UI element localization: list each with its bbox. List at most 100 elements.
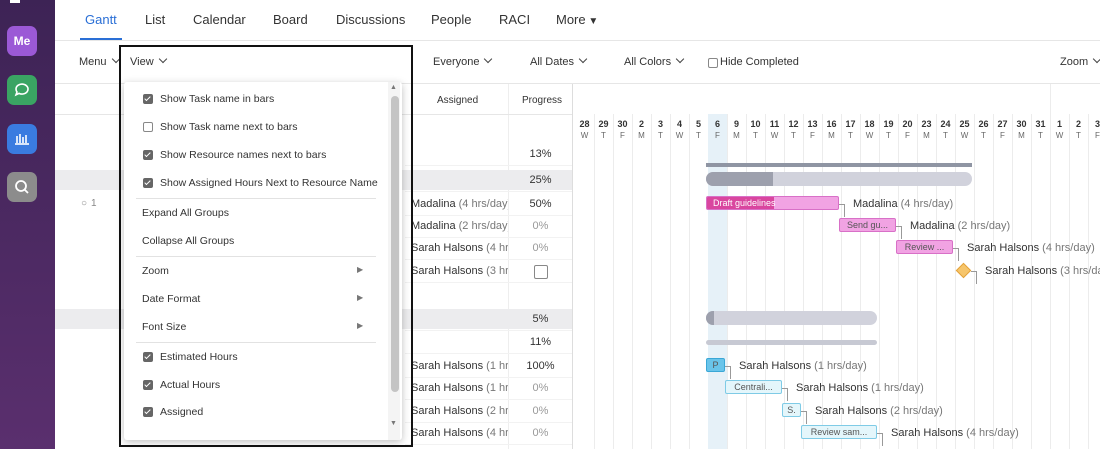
tab[interactable]: RACI	[499, 12, 531, 27]
toolbar-hide-completed[interactable]: Hide Completed	[720, 56, 799, 68]
menu-item[interactable]: Date Format	[142, 293, 201, 305]
date-label: 23	[921, 119, 932, 129]
gantt-bar[interactable]: Review sam...	[801, 425, 877, 439]
connector	[782, 388, 788, 401]
dropdown-highlight	[119, 45, 413, 447]
tab[interactable]: More ▼	[556, 12, 599, 27]
resource-name: Sarah Halsons	[411, 242, 484, 254]
menu-item[interactable]: Show Assigned Hours Next to Resource Nam…	[160, 177, 378, 189]
gantt-bar[interactable]	[706, 172, 972, 186]
gantt-bar-label: Review ...	[904, 242, 945, 252]
gantt-bar[interactable]: Send gu...	[839, 218, 896, 232]
gantt-bar-progress	[706, 172, 773, 186]
column-header: Assigned	[437, 95, 479, 106]
menu-item[interactable]: Actual Hours	[160, 379, 221, 391]
tab[interactable]: Gantt	[85, 12, 117, 27]
resource-hours: (1 hrs/day)	[486, 360, 508, 372]
weekday-label: F	[905, 131, 910, 140]
menu-item[interactable]: Assigned	[160, 406, 204, 418]
progress-cell: 13%	[529, 148, 552, 160]
resource-hours: (2 hrs/day)	[957, 220, 1011, 232]
menu-item[interactable]: Show Task name in bars	[160, 93, 275, 105]
weekday-label: M	[638, 131, 645, 140]
row-divider	[405, 353, 572, 354]
menu-checkbox[interactable]	[143, 122, 153, 132]
weekday-label: T	[981, 131, 986, 140]
resource-name: Madalina	[411, 220, 456, 232]
column-line	[765, 114, 766, 449]
row-divider	[405, 330, 572, 331]
search-icon[interactable]	[7, 172, 37, 202]
divider	[55, 83, 1100, 84]
gantt-bar[interactable]: Review ...	[896, 240, 953, 254]
assigned-cell: Sarah Halsons(1 hrs/day)	[411, 382, 508, 394]
menu-checkbox[interactable]	[143, 94, 153, 104]
menu-item[interactable]: Zoom	[142, 265, 169, 277]
scrollbar-thumb	[391, 96, 399, 392]
dropdown-arrow: ▼	[585, 16, 599, 27]
gantt-bar-progress	[706, 311, 714, 325]
column-line	[993, 114, 994, 449]
date-label: 19	[883, 119, 894, 129]
menu-checkbox[interactable]	[143, 380, 153, 390]
hide-completed-checkbox[interactable]	[708, 58, 718, 68]
reports-icon[interactable]	[7, 124, 37, 154]
progress-cell: 5%	[532, 313, 549, 325]
gantt-resource-label: Madalina (4 hrs/day)	[853, 198, 953, 210]
submenu-arrow: ▶	[357, 265, 364, 274]
menu-item[interactable]: Collapse All Groups	[142, 235, 235, 247]
menu-checkbox[interactable]	[143, 352, 153, 362]
menu-checkbox[interactable]	[143, 407, 153, 417]
tab[interactable]: List	[145, 12, 166, 27]
gantt-bar[interactable]: Centrali...	[725, 380, 782, 394]
date-label: 3	[1094, 119, 1100, 129]
date-label: 13	[807, 119, 818, 129]
menu-checkbox[interactable]	[143, 178, 153, 188]
weekday-label: W	[675, 131, 684, 140]
gantt-resource-label: Sarah Halsons (1 hrs/day)	[739, 360, 867, 372]
completed-checkbox[interactable]	[534, 265, 548, 279]
progress-cell: 0%	[532, 242, 549, 254]
menu-item[interactable]: Estimated Hours	[160, 351, 238, 363]
tab[interactable]: Calendar	[193, 12, 246, 27]
gantt-bar[interactable]: Draft guidelines	[706, 196, 839, 210]
toolbar-dates[interactable]: All Dates	[530, 54, 588, 68]
resource-hours: (1 hrs/day)	[486, 382, 508, 394]
resource-hours: (1 hrs/day)	[871, 382, 924, 394]
view-menu: ▲ ▼ Show Task name in bars Show Task name n…	[124, 82, 402, 440]
date-label: 30	[1016, 119, 1027, 129]
gantt-bar[interactable]: P	[706, 358, 725, 372]
avatar[interactable]: Me	[7, 26, 37, 56]
toolbar-zoom[interactable]: Zoom	[1060, 54, 1100, 68]
progress-cell: 25%	[529, 174, 552, 186]
assigned-cell: Sarah Halsons(1 hrs/day)	[411, 360, 508, 372]
row-divider	[405, 215, 572, 216]
toolbar-everyone[interactable]: Everyone	[433, 54, 493, 68]
weekday-label: F	[810, 131, 815, 140]
weekday-label: F	[715, 131, 720, 140]
column-line	[1031, 114, 1032, 449]
toolbar-view[interactable]: View	[130, 54, 167, 68]
menu-item[interactable]: Show Resource names next to bars	[160, 149, 327, 161]
column-line	[613, 114, 614, 449]
date-label: 25	[959, 119, 970, 129]
tab[interactable]: Board	[273, 12, 308, 27]
menu-item[interactable]: Show Task name next to bars	[160, 121, 298, 133]
tab[interactable]: Discussions	[336, 12, 406, 27]
menu-checkbox[interactable]	[143, 150, 153, 160]
gantt-bar[interactable]: S.	[782, 403, 801, 417]
resource-hours: (2 hrs/day)	[890, 405, 943, 417]
menu-item[interactable]: Font Size	[142, 321, 187, 333]
date-label: 6	[714, 119, 720, 129]
column-header: Progress	[522, 95, 563, 106]
date-label: 18	[864, 119, 875, 129]
tab[interactable]: People	[431, 12, 472, 27]
menu-item[interactable]: Expand All Groups	[142, 207, 229, 219]
toolbar-menu[interactable]: Menu	[79, 54, 120, 68]
chat-icon[interactable]	[7, 75, 37, 105]
gantt-bar[interactable]	[706, 311, 877, 325]
submenu-arrow: ▶	[357, 293, 364, 302]
column-line	[879, 114, 880, 449]
divider	[572, 84, 573, 449]
toolbar-colors[interactable]: All Colors	[624, 54, 685, 68]
